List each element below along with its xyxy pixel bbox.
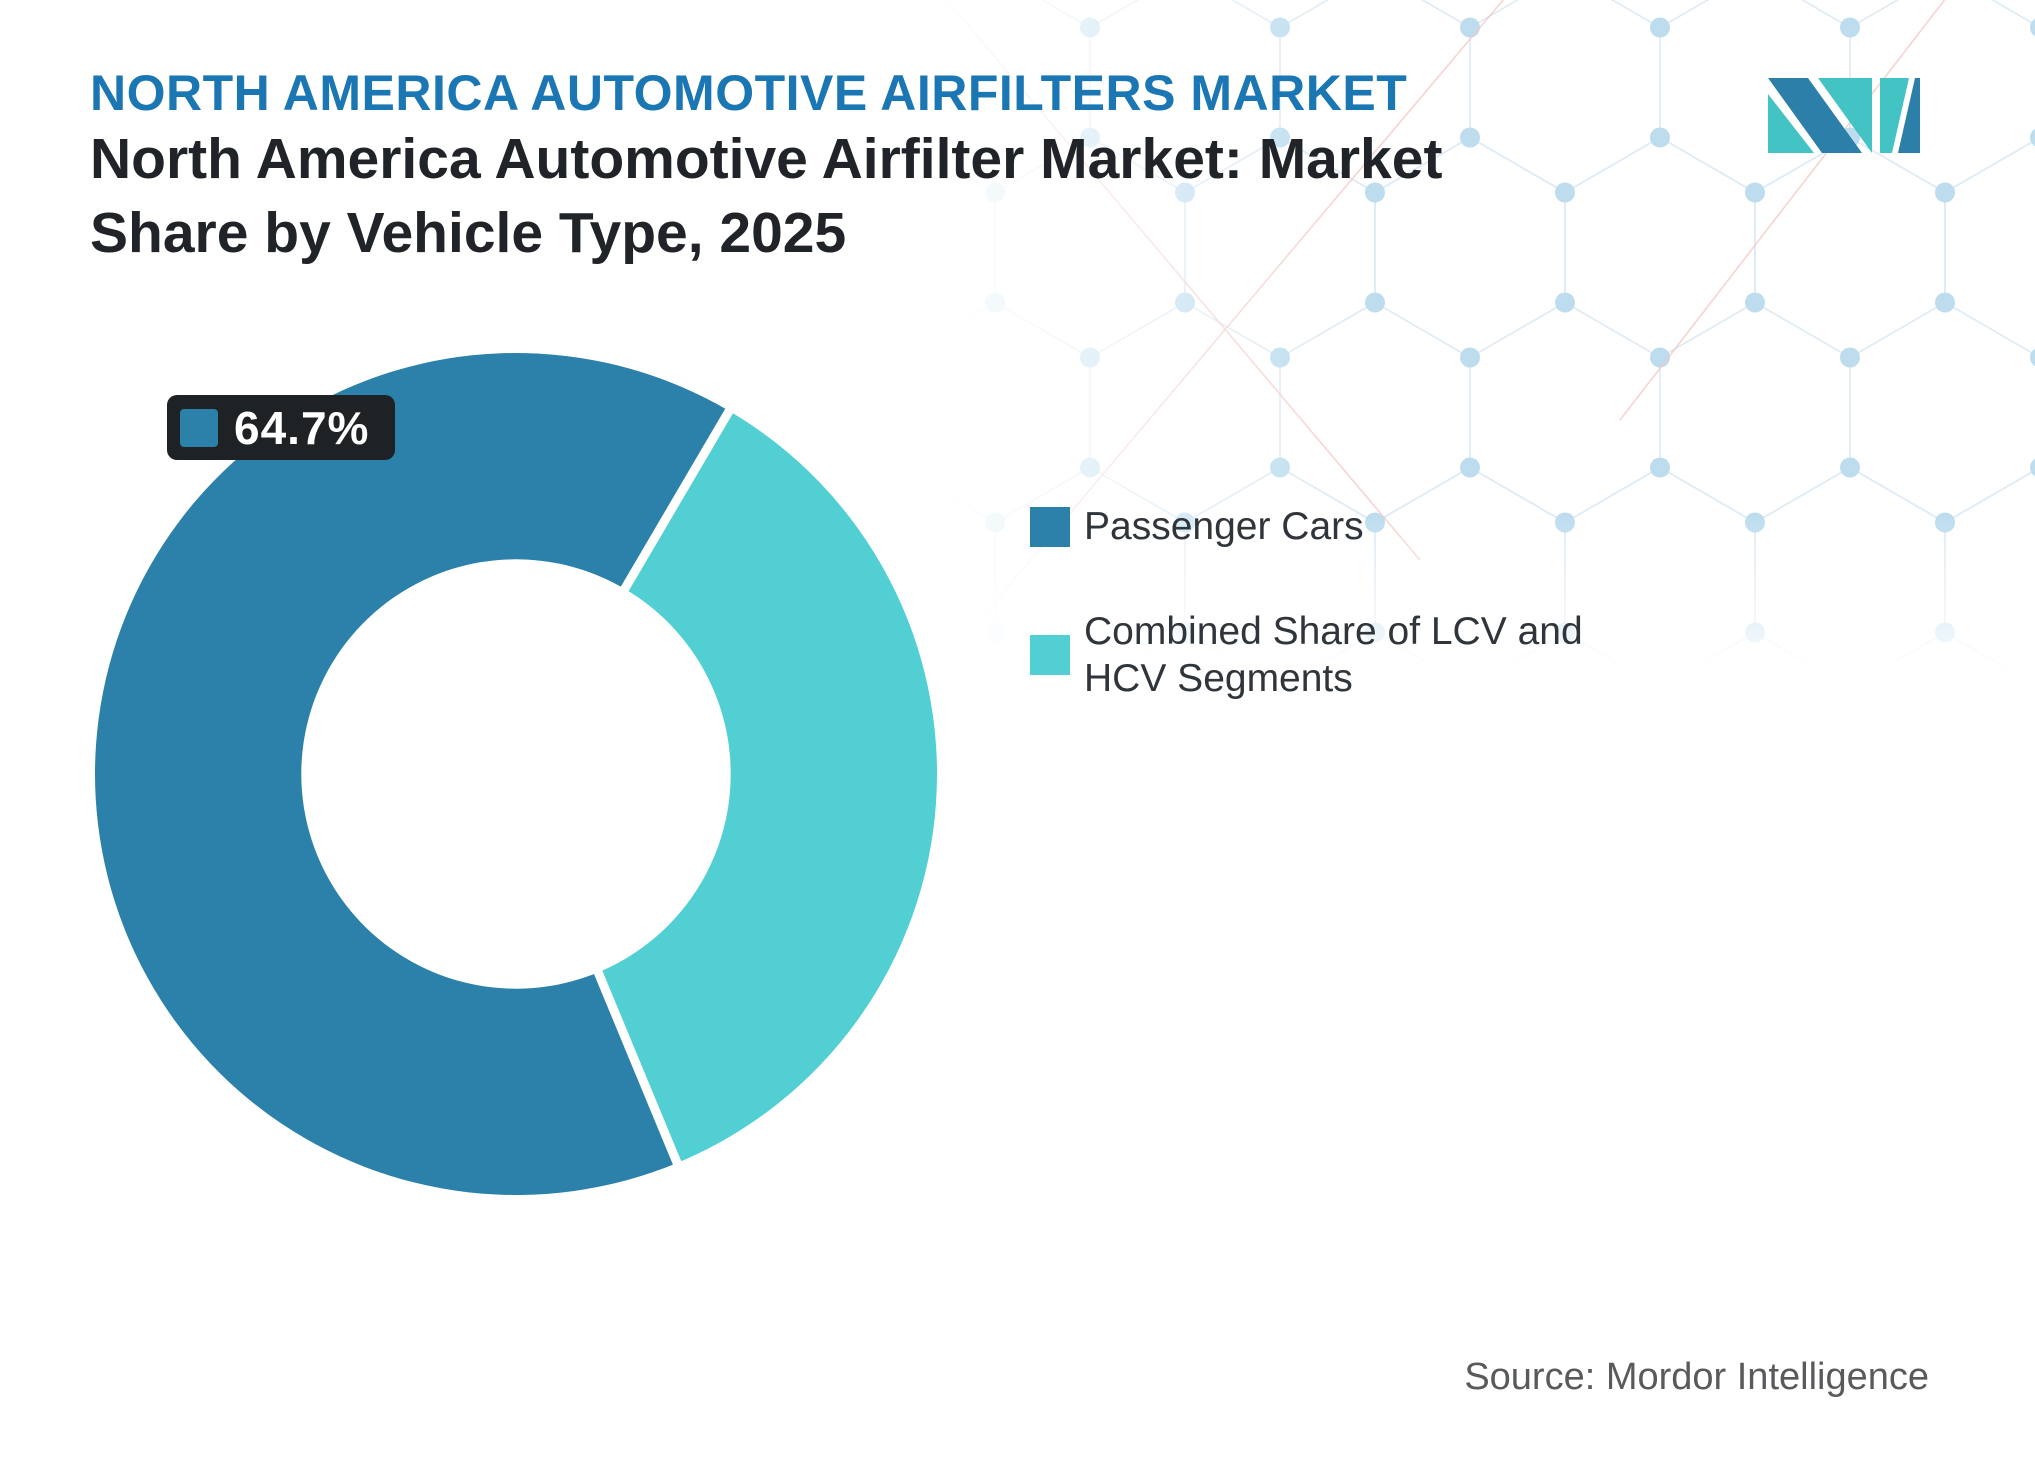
donut-slice-1 xyxy=(598,410,938,1163)
slice-label-swatch xyxy=(180,408,218,447)
page-title-line-1: North America Automotive Airfilter Marke… xyxy=(90,127,1443,191)
donut-slice-0 xyxy=(95,352,730,1195)
page-title: North America Automotive Airfilter Marke… xyxy=(90,122,1442,270)
donut-chart xyxy=(60,318,972,1230)
chart-legend: Passenger Cars Combined Share of LCV and… xyxy=(1030,503,1650,702)
slice-label-value: 64.7% xyxy=(234,401,370,454)
report-eyebrow: NORTH AMERICA AUTOMOTIVE AIRFILTERS MARK… xyxy=(90,65,1408,121)
legend-item-lcv-hcv: Combined Share of LCV and HCV Segments xyxy=(1030,608,1650,702)
legend-swatch-lcv-hcv xyxy=(1030,635,1070,675)
source-attribution: Source: Mordor Intelligence xyxy=(1464,1356,1929,1398)
legend-swatch-passenger-cars xyxy=(1030,506,1070,547)
legend-label-passenger-cars: Passenger Cars xyxy=(1084,505,1364,548)
slice-data-label: 64.7% xyxy=(167,395,396,460)
legend-label-lcv-hcv: Combined Share of LCV and HCV Segments xyxy=(1084,610,1583,700)
slice-gap xyxy=(511,772,684,1170)
mordor-intelligence-logo xyxy=(1768,78,1920,153)
slice-gap xyxy=(512,404,736,777)
page-title-line-2: Share by Vehicle Type, 2025 xyxy=(90,201,847,265)
legend-item-passenger-cars: Passenger Cars xyxy=(1030,503,1650,550)
